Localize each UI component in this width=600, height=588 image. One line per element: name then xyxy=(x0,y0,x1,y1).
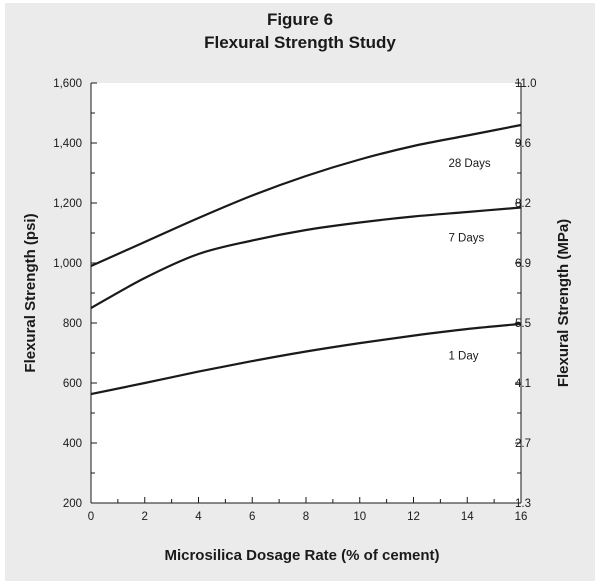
y-tick-label: 600 xyxy=(63,378,82,390)
series-label-1-day: 1 Day xyxy=(448,350,478,362)
y2-tick-label: 5.5 xyxy=(515,318,531,330)
y2-tick-label: 11.0 xyxy=(515,78,537,90)
ticks-layer: 0 2 4 6 8 10 12 14 16 200 400 600 800 1,000 1,200 1,400… xyxy=(53,78,536,523)
y2-tick-label: 1.3 xyxy=(515,498,531,510)
series-line-7-days xyxy=(90,206,522,309)
y-tick-label: 1,000 xyxy=(53,258,82,270)
y-tick-label: 200 xyxy=(63,498,82,510)
y-tick-label: 1,600 xyxy=(53,78,82,90)
plot-area xyxy=(91,83,521,503)
x-tick-label: 14 xyxy=(461,511,474,523)
y-tick-label: 400 xyxy=(63,438,82,450)
x-tick-label: 8 xyxy=(303,511,309,523)
x-tick-label: 4 xyxy=(195,511,202,523)
y-axis-title: Flexural Strength (psi) xyxy=(22,213,39,372)
y2-axis-title: Flexural Strength (MPa) xyxy=(555,219,572,387)
x-tick-label: 12 xyxy=(407,511,420,523)
series-line-1-day xyxy=(90,322,522,396)
x-tick-label: 6 xyxy=(249,511,255,523)
series-line-28-days xyxy=(90,123,522,268)
flexural-strength-chart: Figure 6 Flexural Strength Study 0 2 4 6 8 10… xyxy=(22,10,572,564)
x-tick-label: 0 xyxy=(88,511,94,523)
y2-tick-label: 6.9 xyxy=(515,258,531,270)
x-tick-label: 10 xyxy=(353,511,366,523)
chart-title: Figure 6 xyxy=(267,10,333,29)
y2-tick-label: 9.6 xyxy=(515,138,531,150)
x-tick-label: 16 xyxy=(515,511,528,523)
y-tick-label: 1,400 xyxy=(53,138,82,150)
y-tick-label: 800 xyxy=(63,318,82,330)
series-label-28-days: 28 Days xyxy=(448,158,490,170)
series-label-7-days: 7 Days xyxy=(448,233,484,245)
y2-tick-label: 4.1 xyxy=(515,378,531,390)
y-tick-label: 1,200 xyxy=(53,198,82,210)
x-tick-label: 2 xyxy=(142,511,148,523)
y2-tick-label: 2.7 xyxy=(515,438,531,450)
chart-subtitle: Flexural Strength Study xyxy=(204,33,396,52)
chart-figure: Figure 6 Flexural Strength Study 0 2 4 6 8 10… xyxy=(5,3,595,581)
x-axis-title: Microsilica Dosage Rate (% of cement) xyxy=(164,547,439,564)
series-layer: 28 Days 7 Days 1 Day xyxy=(90,123,522,396)
